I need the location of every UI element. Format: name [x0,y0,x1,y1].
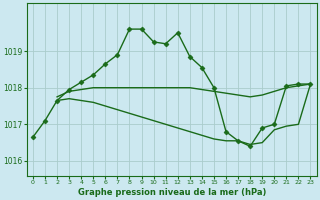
X-axis label: Graphe pression niveau de la mer (hPa): Graphe pression niveau de la mer (hPa) [77,188,266,197]
